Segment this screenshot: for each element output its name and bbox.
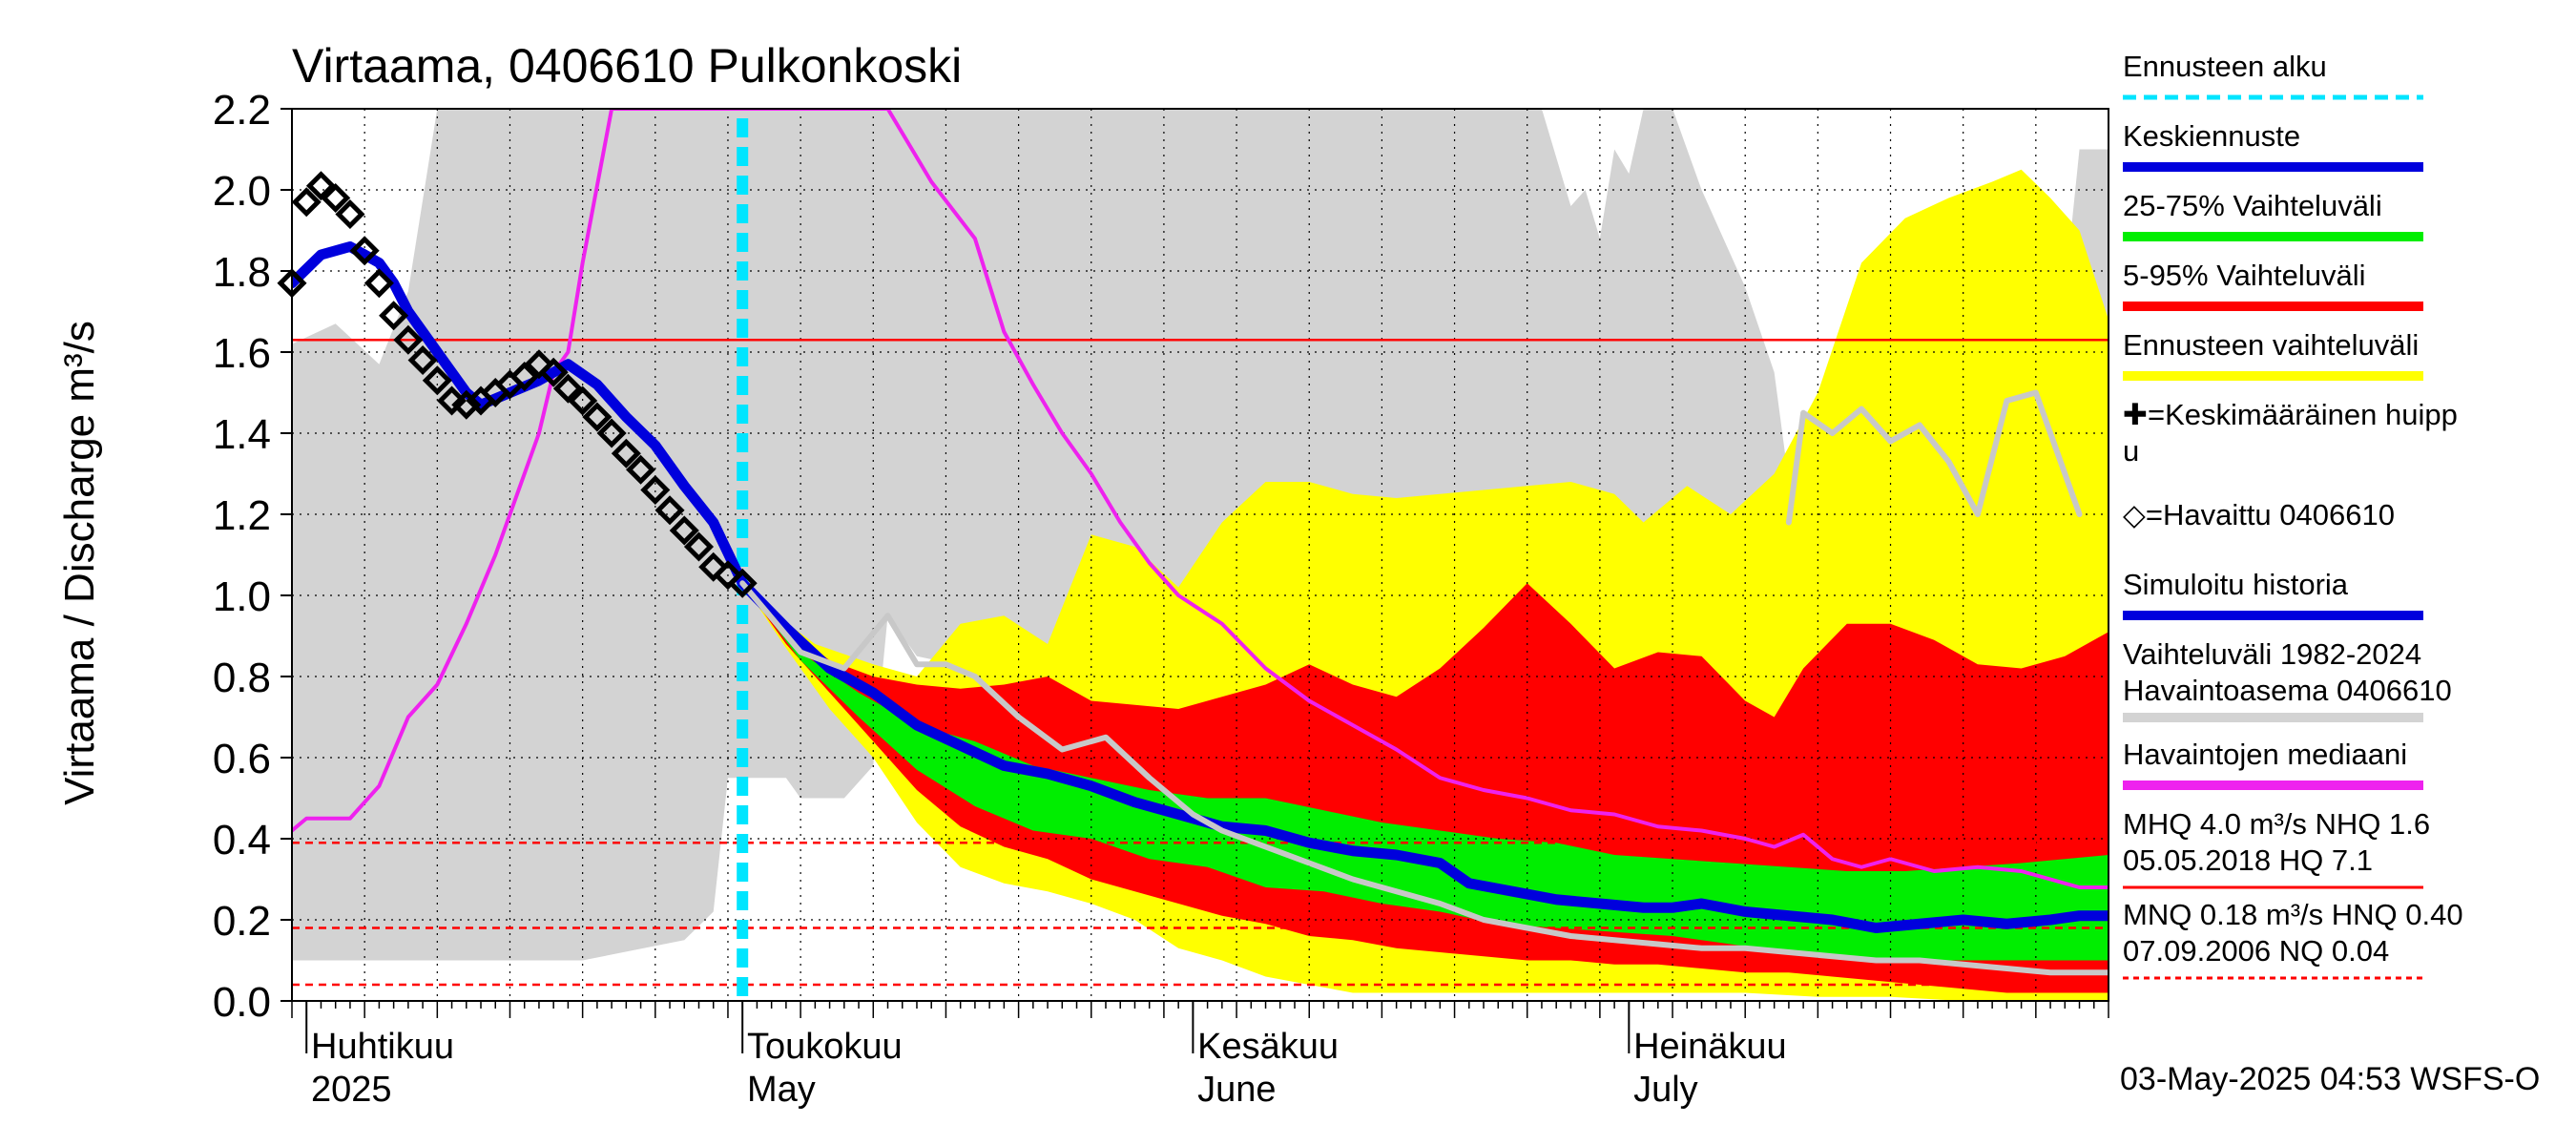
observed-point bbox=[698, 552, 729, 582]
observed-point bbox=[451, 389, 482, 420]
month-label: Kesäkuu bbox=[1197, 1027, 1339, 1067]
chart-title: Virtaama, 0406610 Pulkonkoski bbox=[292, 39, 962, 93]
y-tick-label: 2.0 bbox=[213, 168, 271, 215]
month-sublabel: July bbox=[1633, 1070, 1698, 1110]
footer-timestamp: 03-May-2025 04:53 WSFS-O bbox=[2120, 1061, 2540, 1097]
legend-label: 05.05.2018 HQ 7.1 bbox=[2123, 843, 2373, 877]
legend-label: MHQ 4.0 m³/s NHQ 1.6 bbox=[2123, 807, 2430, 841]
legend-label: MNQ 0.18 m³/s HNQ 0.40 bbox=[2123, 898, 2463, 931]
observed-point bbox=[349, 236, 380, 266]
series-line-4 bbox=[1785, 389, 2083, 526]
series-line-3 bbox=[739, 580, 2109, 976]
observed-point bbox=[291, 187, 322, 218]
y-tick-label: 0.4 bbox=[213, 817, 271, 864]
y-tick-label: 1.4 bbox=[213, 411, 271, 458]
legend-label: ✚=Keskimääräinen huipp bbox=[2123, 398, 2458, 431]
legend-label: u bbox=[2123, 434, 2139, 468]
observed-point bbox=[727, 568, 758, 598]
legend-label: 5-95% Vaihteluväli bbox=[2123, 259, 2365, 292]
observed-point bbox=[611, 438, 641, 468]
y-tick-label: 0.6 bbox=[213, 736, 271, 782]
observed-point bbox=[379, 301, 409, 331]
observed-point bbox=[364, 268, 394, 299]
observed-point bbox=[596, 418, 627, 448]
observed-point bbox=[654, 495, 685, 526]
y-tick-label: 1.0 bbox=[213, 573, 271, 620]
observed-point bbox=[582, 402, 613, 432]
month-label: Toukokuu bbox=[747, 1027, 903, 1067]
legend-label: Ennusteen vaihteluväli bbox=[2123, 328, 2419, 362]
observed-point bbox=[568, 385, 598, 416]
month-label: Huhtikuu bbox=[311, 1027, 454, 1067]
series-line-2 bbox=[292, 241, 748, 589]
observed-point bbox=[524, 349, 554, 380]
observed-point bbox=[683, 531, 715, 562]
series-line-1 bbox=[737, 577, 2109, 933]
legend-label: 07.09.2006 NQ 0.04 bbox=[2123, 934, 2389, 968]
y-tick-label: 1.6 bbox=[213, 330, 271, 377]
legend-label: Havaintojen mediaani bbox=[2123, 738, 2407, 771]
plot-frame bbox=[291, 108, 2109, 1002]
observed-point bbox=[305, 171, 336, 201]
observed-point bbox=[393, 324, 424, 355]
observed-point bbox=[407, 344, 438, 376]
legend-label: Vaihteluväli 1982-2024 bbox=[2123, 637, 2421, 671]
y-tick-label: 0.8 bbox=[213, 655, 271, 701]
observed-point bbox=[509, 361, 540, 392]
legend-label: Ennusteen alku bbox=[2123, 50, 2327, 83]
y-tick-label: 2.2 bbox=[213, 87, 271, 134]
legend-label: Keskiennuste bbox=[2123, 119, 2300, 153]
legend-label: Havaintoasema 0406610 bbox=[2123, 674, 2452, 707]
y-tick-label: 1.8 bbox=[213, 249, 271, 296]
observed-point bbox=[669, 515, 699, 546]
series-line-0 bbox=[292, 109, 2109, 889]
month-sublabel: 2025 bbox=[311, 1070, 392, 1110]
observed-point bbox=[321, 182, 351, 214]
month-sublabel: May bbox=[747, 1070, 816, 1110]
y-axis-label: Virtaama / Discharge m³/s bbox=[56, 321, 103, 805]
observed-point bbox=[552, 373, 583, 404]
month-sublabel: June bbox=[1197, 1070, 1276, 1110]
y-tick-label: 0.0 bbox=[213, 979, 271, 1026]
observed-point bbox=[713, 560, 743, 591]
y-tick-label: 1.2 bbox=[213, 492, 271, 539]
observed-point bbox=[640, 474, 671, 506]
band-3 bbox=[742, 583, 2109, 961]
month-label: Heinäkuu bbox=[1633, 1027, 1787, 1067]
observed-point bbox=[422, 365, 452, 396]
legend-label: 25-75% Vaihteluväli bbox=[2123, 189, 2382, 222]
legend-label: ◇=Havaittu 0406610 bbox=[2123, 498, 2395, 531]
observed-point bbox=[538, 357, 569, 387]
observed-point bbox=[626, 454, 656, 485]
legend-label: Simuloitu historia bbox=[2123, 568, 2349, 601]
y-tick-label: 0.2 bbox=[213, 898, 271, 945]
observed-point bbox=[335, 198, 365, 230]
